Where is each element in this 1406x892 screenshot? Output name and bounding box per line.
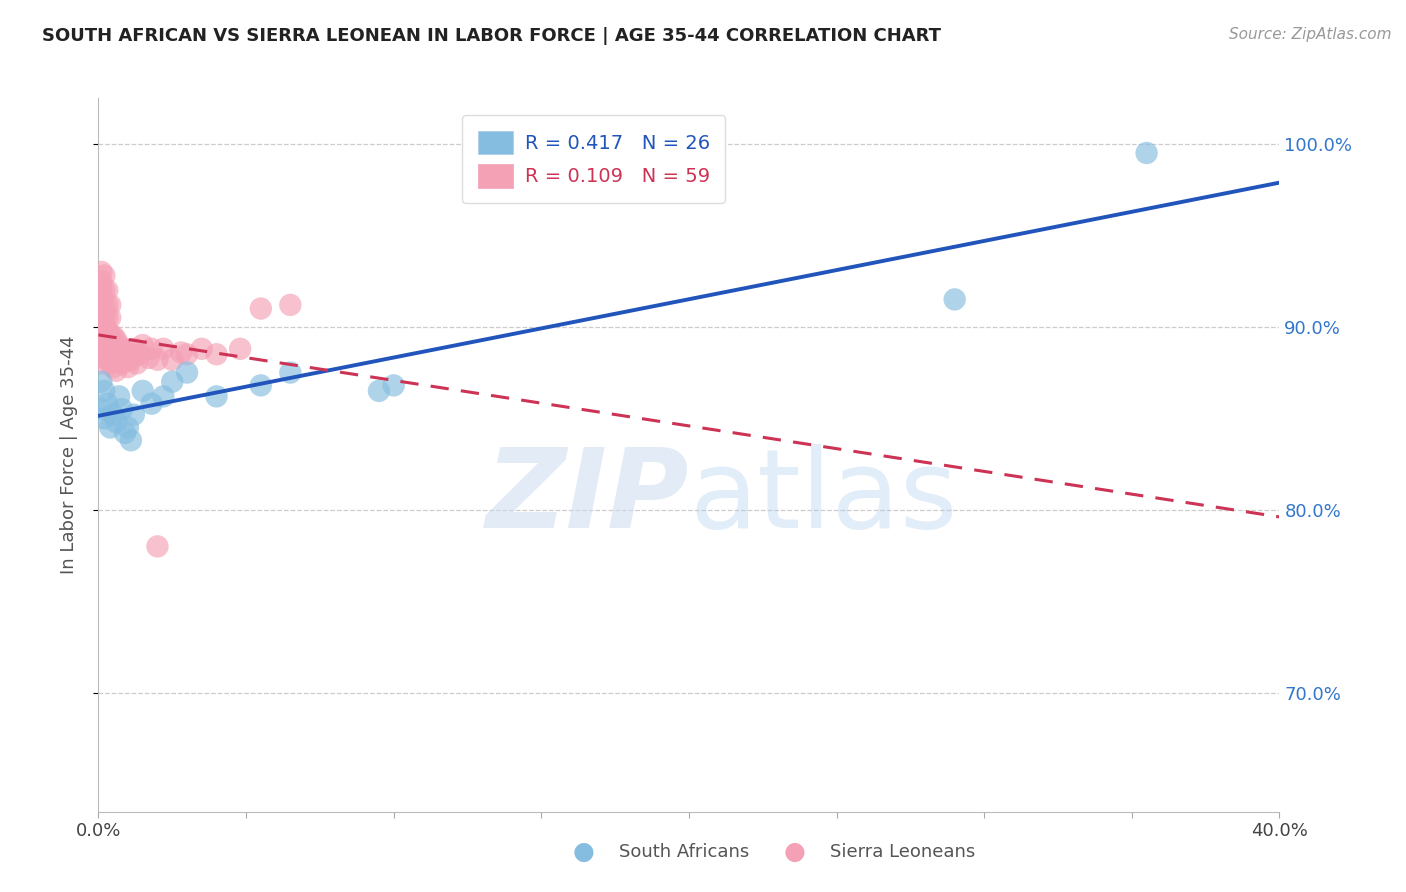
Point <box>96 310 118 325</box>
Point <box>103 408 125 422</box>
Point <box>368 384 391 398</box>
Point <box>93 324 115 338</box>
Point <box>93 298 115 312</box>
Point <box>90 301 112 316</box>
Point <box>103 329 125 343</box>
Point <box>96 397 118 411</box>
Point <box>93 334 115 349</box>
Point <box>98 420 121 434</box>
Point <box>117 360 139 375</box>
Point <box>96 283 118 297</box>
Point <box>98 327 121 342</box>
Point <box>96 298 118 312</box>
Point <box>93 310 115 325</box>
Legend: R = 0.417   N = 26, R = 0.109   N = 59: R = 0.417 N = 26, R = 0.109 N = 59 <box>463 115 725 203</box>
Point <box>93 347 115 361</box>
Point <box>138 351 160 365</box>
Text: ●: ● <box>783 840 806 863</box>
Point <box>90 375 112 389</box>
Point <box>170 345 193 359</box>
Point <box>90 342 112 356</box>
Point <box>943 293 966 307</box>
Point <box>111 356 134 370</box>
Text: Sierra Leoneans: Sierra Leoneans <box>830 843 974 861</box>
Point <box>152 389 174 403</box>
Point <box>90 283 112 297</box>
Point <box>108 352 131 367</box>
Point <box>141 342 163 356</box>
Point <box>122 408 145 422</box>
Point <box>96 338 118 352</box>
Point <box>120 434 142 448</box>
Point <box>103 345 125 359</box>
Point <box>141 397 163 411</box>
Text: Source: ZipAtlas.com: Source: ZipAtlas.com <box>1229 27 1392 42</box>
Point <box>176 347 198 361</box>
Point <box>90 319 112 334</box>
Point <box>98 310 121 325</box>
Point <box>132 384 155 398</box>
Point <box>229 342 252 356</box>
Point <box>105 347 128 361</box>
Point <box>90 293 112 307</box>
Point <box>98 342 121 356</box>
Point <box>96 352 118 367</box>
Point <box>90 310 112 325</box>
Point <box>90 329 112 343</box>
Point <box>128 347 150 361</box>
Text: atlas: atlas <box>689 444 957 551</box>
Point <box>108 338 131 352</box>
Point <box>114 347 136 361</box>
Text: SOUTH AFRICAN VS SIERRA LEONEAN IN LABOR FORCE | AGE 35-44 CORRELATION CHART: SOUTH AFRICAN VS SIERRA LEONEAN IN LABOR… <box>42 27 941 45</box>
Point <box>93 384 115 398</box>
Point <box>162 375 183 389</box>
Point <box>96 324 118 338</box>
Point <box>111 402 134 417</box>
Point <box>146 352 169 367</box>
Point <box>1135 146 1157 161</box>
Point <box>117 345 139 359</box>
Point <box>93 411 115 425</box>
Point <box>90 274 112 288</box>
Point <box>120 352 142 367</box>
Point <box>111 342 134 356</box>
Point <box>98 356 121 370</box>
Point <box>132 338 155 352</box>
Point <box>205 347 228 361</box>
Point <box>93 283 115 297</box>
Point <box>105 333 128 347</box>
Point <box>90 402 112 417</box>
Point <box>250 378 273 392</box>
Point <box>152 342 174 356</box>
Point <box>205 389 228 403</box>
Text: ZIP: ZIP <box>485 444 689 551</box>
Point <box>105 415 128 429</box>
Point <box>176 366 198 380</box>
Y-axis label: In Labor Force | Age 35-44: In Labor Force | Age 35-44 <box>59 335 77 574</box>
Point <box>90 356 112 370</box>
Point <box>103 360 125 375</box>
Point <box>117 420 139 434</box>
Point <box>250 301 273 316</box>
Point <box>105 364 128 378</box>
Point <box>125 356 148 370</box>
Point <box>93 268 115 283</box>
Text: ●: ● <box>572 840 595 863</box>
Point <box>162 352 183 367</box>
Point <box>114 425 136 440</box>
Point <box>278 298 302 312</box>
Point <box>382 378 405 392</box>
Text: South Africans: South Africans <box>619 843 749 861</box>
Point <box>146 540 169 554</box>
Point <box>278 366 302 380</box>
Point <box>191 342 214 356</box>
Point <box>98 298 121 312</box>
Point <box>122 342 145 356</box>
Point <box>108 389 131 403</box>
Point <box>90 265 112 279</box>
